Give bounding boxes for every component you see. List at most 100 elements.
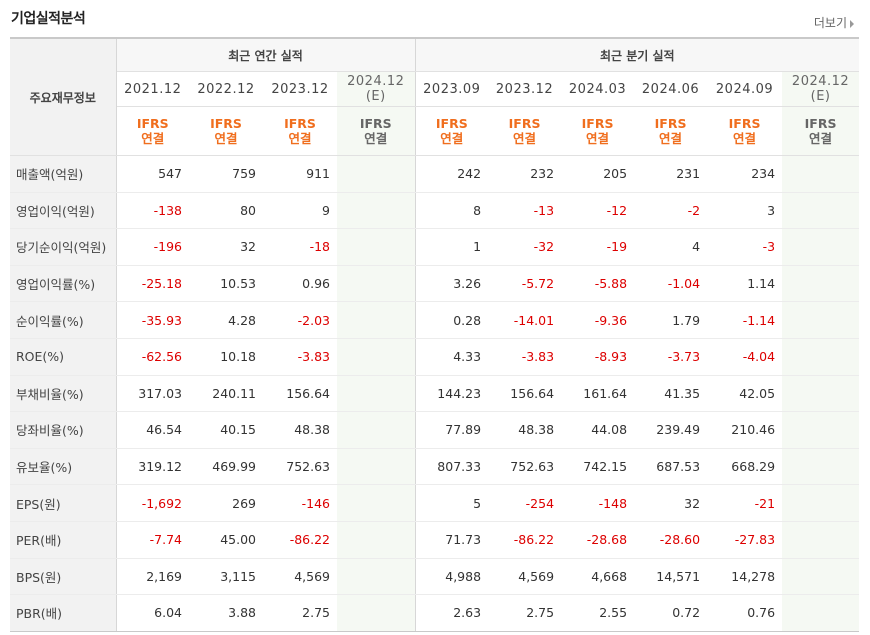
table-cell: -5.88 [561,264,635,303]
table-cell: -3.83 [263,338,337,376]
table-cell: 4,668 [561,558,635,596]
table-row: EPS(원) -1,692 269 -146 5 -254 -148 32 -21 [10,484,860,522]
table-cell: 239.49 [634,411,708,449]
table-cell: 4,569 [488,558,562,596]
table-cell [337,155,416,193]
table-row: BPS(원) 2,169 3,115 4,569 4,988 4,569 4,668 14,5… [10,558,860,596]
table-cell: 759 [189,155,263,193]
table-cell: -35.93 [116,301,189,339]
table-cell: 0.28 [415,301,489,339]
table-cell: -2 [634,192,708,230]
table-cell: 3.26 [415,264,489,303]
quarter-group-header: 최근 분기 실적 [415,37,860,72]
table-cell: 2.55 [561,594,635,632]
table-cell: 319.12 [116,448,189,486]
period-header: 2024.12 (E) [782,71,860,107]
table-row: PBR(배) 6.04 3.88 2.75 2.63 2.75 2.55 0.72 0.76 [10,594,860,632]
table-cell: -3.73 [634,338,708,376]
table-cell: 2.75 [488,594,562,632]
table-cell: 14,278 [707,558,783,596]
table-cell [782,484,860,522]
table-cell: 9 [263,192,337,230]
table-cell: 45.00 [189,521,263,559]
table-cell [337,594,416,632]
table-cell: 2,169 [116,558,189,596]
more-label: 더보기 [813,16,847,30]
table-cell [337,558,416,596]
table-cell: 144.23 [415,374,489,413]
table-row: ROE(%) -62.56 10.18 -3.83 4.33 -3.83 -8.93 -3.7… [10,338,860,376]
table-cell [337,301,416,339]
table-cell [782,594,860,632]
table-cell: 80 [189,192,263,230]
table-cell [782,374,860,413]
table-cell: 1 [415,228,489,266]
table-cell: 752.63 [263,448,337,486]
row-label: ROE(%) [10,338,117,376]
table-row: 유보율(%) 319.12 469.99 752.63 807.33 752.63 742.… [10,448,860,486]
period-header: 2022.12 [189,71,263,107]
table-cell: -19 [561,228,635,266]
table-cell: 231 [634,155,708,193]
ifrs-standard-label: IFRS 연결 [116,106,189,156]
table-cell: 1.79 [634,301,708,339]
table-cell [782,301,860,339]
financial-summary-table: 주요재무정보 최근 연간 실적 최근 분기 실적 2021.12 2022.12 2… [10,37,860,632]
table-cell: 32 [634,484,708,522]
table-cell: 205 [561,155,635,193]
table-cell: 0.76 [707,594,783,632]
ifrs-standard-label: IFRS 연결 [415,106,489,156]
table-cell: 32 [189,228,263,266]
table-cell [337,448,416,486]
table-cell: -148 [561,484,635,522]
table-cell: -1.14 [707,301,783,339]
ifrs-standard-label: IFRS 연결 [488,106,562,156]
table-cell: -18 [263,228,337,266]
table-cell: -25.18 [116,264,189,303]
table-cell: -62.56 [116,338,189,376]
table-cell: 2.63 [415,594,489,632]
table-cell: 752.63 [488,448,562,486]
table-cell: -28.60 [634,521,708,559]
table-row: 당좌비율(%) 46.54 40.15 48.38 77.89 48.38 44.08 239… [10,411,860,449]
table-cell: -4.04 [707,338,783,376]
table-cell [337,228,416,266]
table-cell: -13 [488,192,562,230]
table-cell: 269 [189,484,263,522]
period-header: 2024.06 [634,71,708,107]
table-row: 순이익률(%) -35.93 4.28 -2.03 0.28 -14.01 -9.36 1.7… [10,301,860,339]
period-header: 2023.12 [263,71,337,107]
table-cell: -7.74 [116,521,189,559]
table-cell: 8 [415,192,489,230]
table-cell: 3 [707,192,783,230]
table-cell: -86.22 [263,521,337,559]
table-cell [782,558,860,596]
table-cell: -12 [561,192,635,230]
table-cell: 71.73 [415,521,489,559]
table-cell: 5 [415,484,489,522]
table-cell: 4.33 [415,338,489,376]
row-label: 순이익률(%) [10,301,117,339]
table-cell [782,521,860,559]
table-cell: 240.11 [189,374,263,413]
table-cell: 742.15 [561,448,635,486]
row-header-label: 주요재무정보 [10,37,117,156]
ifrs-standard-label: IFRS 연결 [707,106,783,156]
more-link[interactable]: 더보기 [814,14,854,31]
table-cell [337,484,416,522]
table-cell: 44.08 [561,411,635,449]
table-cell: 0.96 [263,264,337,303]
table-cell: -2.03 [263,301,337,339]
table-cell: 210.46 [707,411,783,449]
table-cell [782,411,860,449]
table-row: 영업이익률(%) -25.18 10.53 0.96 3.26 -5.72 -5.88 -1.… [10,264,860,303]
row-label: 부채비율(%) [10,374,117,413]
table-cell: -28.68 [561,521,635,559]
table-cell: 6.04 [116,594,189,632]
table-cell: 232 [488,155,562,193]
annual-group-header: 최근 연간 실적 [116,37,416,72]
table-cell: 156.64 [488,374,562,413]
table-row: PER(배) -7.74 45.00 -86.22 71.73 -86.22 -28.68-… [10,521,860,559]
row-label: 매출액(억원) [10,155,117,193]
table-cell [337,338,416,376]
